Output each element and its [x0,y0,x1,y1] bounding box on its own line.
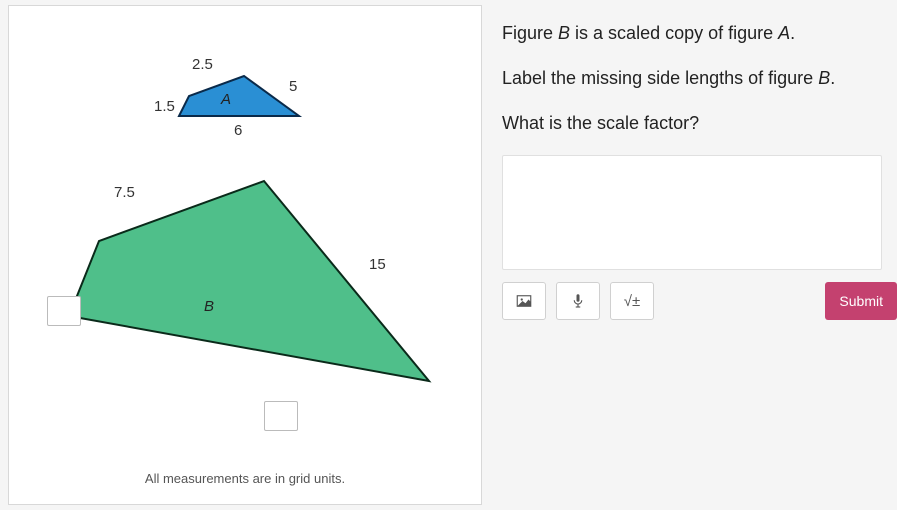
figure-panel: 2.5 5 1.5 6 A 7.5 15 B All measurements … [8,5,482,505]
figure-b-shape [69,181,429,381]
microphone-icon [569,292,587,310]
text: . [790,23,795,43]
image-icon [515,292,533,310]
text: Label the missing side lengths of figure [502,68,818,88]
text: . [830,68,835,88]
problem-line-3: What is the scale factor? [502,110,897,137]
answer-toolbar: √± Submit [502,282,897,320]
problem-line-1: Figure B is a scaled copy of figure A. [502,20,897,47]
answer-input-area[interactable] [502,155,882,270]
fig-ref-b: B [558,23,570,43]
problem-line-2: Label the missing side lengths of figure… [502,65,897,92]
figB-label-topleft: 7.5 [114,184,135,201]
figure-a-shape [179,76,299,116]
question-panel: Figure B is a scaled copy of figure A. L… [482,0,897,510]
fig-ref-a: A [778,23,790,43]
figA-name: A [221,91,231,108]
submit-button[interactable]: Submit [825,282,897,320]
text: is a scaled copy of figure [570,23,778,43]
image-tool-button[interactable] [502,282,546,320]
figB-input-left[interactable] [47,296,81,326]
figA-label-topleft: 2.5 [192,56,213,73]
text: Figure [502,23,558,43]
figA-label-topright: 5 [289,78,297,95]
figures-svg [9,6,499,466]
figA-label-left: 1.5 [154,98,175,115]
math-tool-button[interactable]: √± [610,282,654,320]
fig-ref-b: B [818,68,830,88]
figB-input-bottom[interactable] [264,401,298,431]
mic-tool-button[interactable] [556,282,600,320]
figA-label-bottom: 6 [234,122,242,139]
footnote-text: All measurements are in grid units. [9,471,481,486]
figB-name: B [204,298,214,315]
figB-label-topright: 15 [369,256,386,273]
